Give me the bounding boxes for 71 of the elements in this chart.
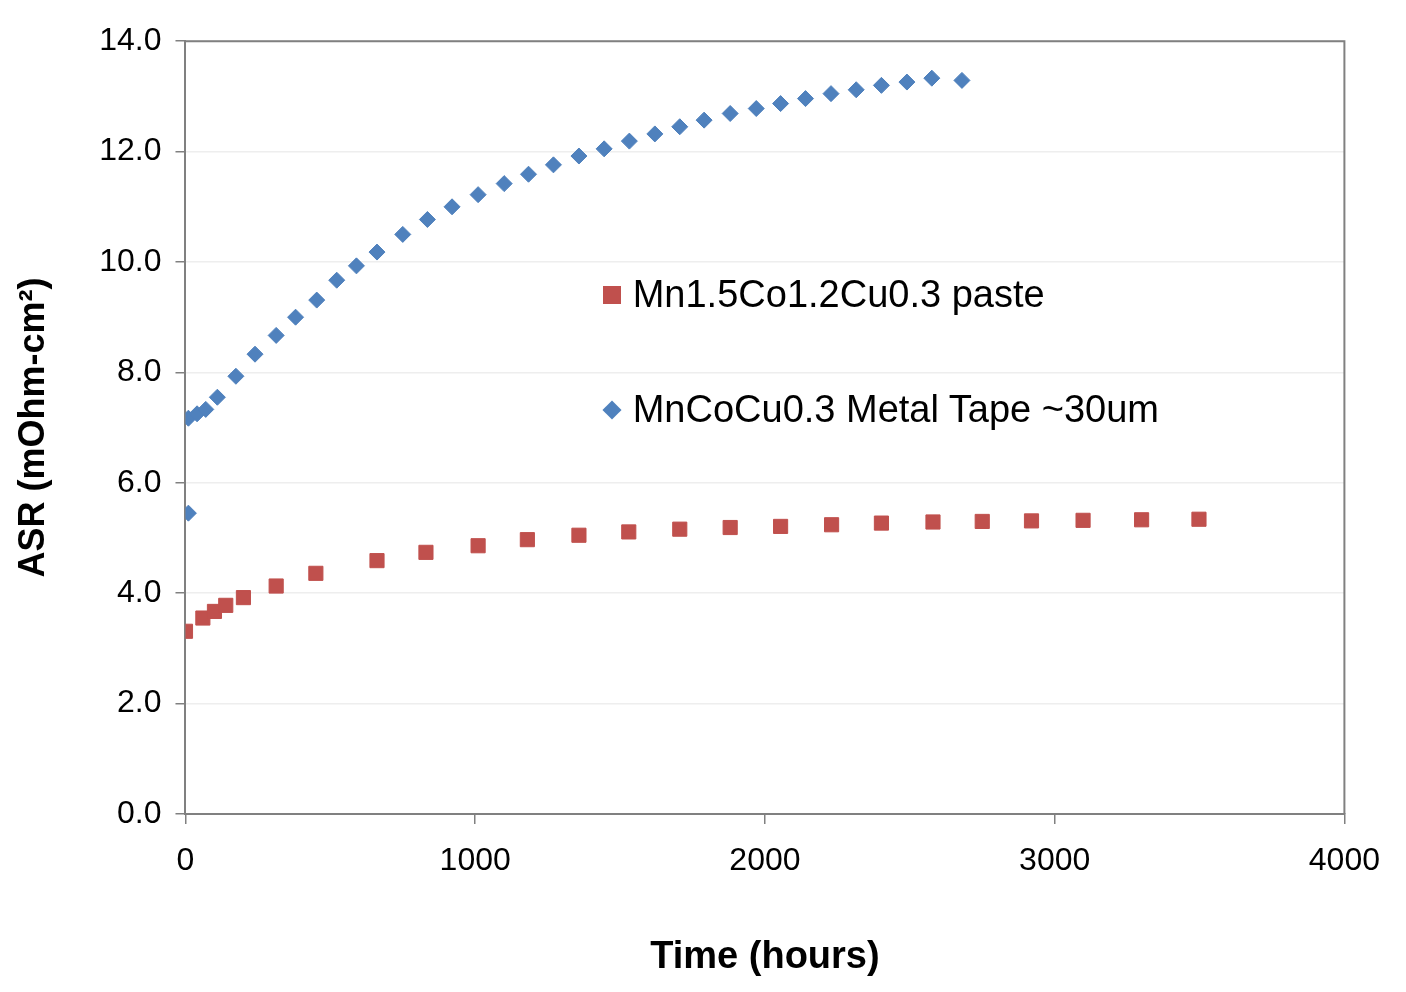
point — [570, 147, 588, 165]
point — [822, 85, 840, 103]
point — [747, 100, 765, 118]
point — [873, 515, 889, 531]
legend-label: Mn1.5Co1.2Cu0.3 paste — [632, 273, 1045, 317]
point — [544, 156, 562, 174]
point — [646, 125, 664, 143]
point — [923, 69, 941, 87]
point — [847, 81, 865, 99]
x-tick-label: 4000 — [1308, 841, 1380, 878]
point — [394, 225, 412, 243]
legend-label: MnCoCu0.3 Metal Tape ~30um — [632, 388, 1160, 432]
x-axis-title: Time (hours) — [650, 933, 880, 976]
point — [722, 519, 738, 536]
point — [953, 71, 971, 89]
point — [1023, 513, 1040, 529]
point — [218, 597, 234, 613]
point — [620, 132, 638, 150]
point — [672, 521, 688, 537]
x-tick-label: 3000 — [1019, 841, 1091, 878]
y-tick-label: 2.0 — [117, 683, 162, 720]
point — [974, 513, 990, 530]
point — [595, 140, 613, 158]
point — [418, 544, 434, 560]
point — [721, 105, 739, 123]
x-tick-label: 1000 — [439, 841, 511, 878]
point — [418, 211, 436, 228]
point — [824, 517, 840, 533]
point — [470, 538, 486, 554]
point — [773, 518, 789, 534]
y-tick-label: 10.0 — [99, 241, 162, 278]
x-tick-label: 2000 — [729, 841, 801, 878]
point — [246, 345, 264, 363]
point — [495, 175, 513, 193]
point — [235, 590, 251, 606]
y-tick-label: 12.0 — [99, 131, 162, 168]
point — [328, 271, 346, 289]
point — [1075, 512, 1091, 528]
point — [1134, 512, 1150, 528]
point — [519, 532, 535, 548]
point — [443, 198, 461, 216]
y-tick-label: 0.0 — [117, 793, 162, 830]
point — [772, 95, 790, 113]
point — [925, 514, 941, 530]
point — [347, 257, 365, 275]
y-tick-label: 4.0 — [117, 573, 162, 610]
point — [287, 308, 305, 326]
point — [308, 565, 324, 581]
point — [621, 524, 637, 540]
x-tick-label: 0 — [176, 841, 195, 878]
point — [1191, 511, 1207, 527]
point — [571, 527, 587, 543]
point — [267, 326, 285, 344]
point — [872, 76, 890, 94]
y-tick-label: 8.0 — [117, 352, 162, 389]
point — [797, 90, 815, 108]
point — [208, 388, 226, 406]
point — [469, 186, 487, 204]
point — [308, 291, 326, 309]
y-tick-label: 6.0 — [117, 462, 162, 499]
point — [268, 578, 284, 594]
point — [898, 73, 916, 91]
point — [197, 400, 215, 418]
y-axis-title: ASR (mOhm-cm²) — [10, 277, 52, 578]
point — [369, 553, 385, 569]
point — [227, 367, 245, 385]
point — [671, 118, 689, 136]
point — [520, 165, 538, 183]
point — [695, 111, 713, 129]
y-tick-label: 14.0 — [99, 21, 162, 58]
point — [368, 243, 386, 261]
